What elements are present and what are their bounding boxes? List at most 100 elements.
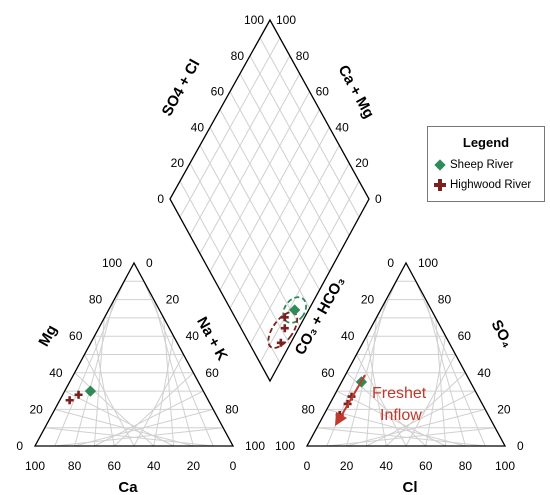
- grid-line: [356, 354, 407, 447]
- tick-label: 60: [108, 459, 122, 473]
- tick-label: 60: [419, 459, 433, 473]
- tick-label: 20: [497, 402, 511, 416]
- tick-label: 20: [187, 459, 201, 473]
- tick-label: 60: [211, 85, 225, 99]
- grid-line: [199, 73, 301, 254]
- tick-label: 0: [304, 459, 311, 473]
- tick-label: 40: [380, 459, 394, 473]
- grid-line: [64, 390, 174, 447]
- freshet-arrowhead: [335, 412, 347, 426]
- grid-line: [54, 408, 194, 447]
- highwood-river-point: [276, 338, 285, 347]
- grid-line: [163, 317, 175, 447]
- tick-label: 80: [301, 402, 315, 416]
- tick-label: 40: [147, 459, 161, 473]
- grid-line: [425, 336, 447, 447]
- tick-label: 40: [49, 366, 63, 380]
- highwood-river-point: [280, 324, 289, 333]
- grid-line: [153, 336, 175, 447]
- anion-triangle-frame: [305, 261, 507, 447]
- axis-title-so4: SO₄: [488, 317, 517, 350]
- tick-label: 80: [296, 49, 310, 63]
- grid-line: [326, 408, 466, 447]
- tick-label: 60: [458, 329, 472, 343]
- tick-label: 20: [171, 156, 185, 170]
- tick-label: 100: [102, 256, 122, 270]
- grid-line: [435, 317, 447, 447]
- legend-item-sheep-river: Sheep River: [434, 157, 513, 173]
- tick-label: 100: [25, 459, 45, 473]
- tick-label: 40: [477, 366, 491, 380]
- tick-label: 60: [316, 85, 330, 99]
- tick-label: 100: [418, 256, 438, 270]
- grid-line: [239, 73, 340, 254]
- grid-line: [336, 390, 446, 447]
- tick-label: 40: [335, 120, 349, 134]
- tick-label: 80: [225, 402, 239, 416]
- grid-line: [84, 354, 135, 447]
- highwood-river-point: [280, 313, 289, 322]
- grid-line: [153, 299, 194, 447]
- legend: Legend Sheep River Highwood River: [427, 126, 545, 202]
- grid-line: [44, 427, 214, 447]
- group-ellipse: [282, 296, 308, 324]
- grid-line: [209, 91, 311, 273]
- tick-label: 0: [157, 192, 164, 206]
- plot-frames: [33, 18, 507, 447]
- annotation-line-2: Inflow: [380, 407, 422, 424]
- tick-label: 40: [341, 329, 355, 343]
- tick-label: 0: [517, 439, 524, 453]
- sheep-river-point: [84, 385, 97, 397]
- tick-label: 0: [387, 256, 394, 270]
- tick-label: 100: [244, 13, 264, 27]
- diamond-frame: [169, 18, 370, 383]
- tick-label: 0: [375, 192, 382, 206]
- tick-label: 80: [89, 293, 103, 307]
- grid-line: [249, 55, 350, 236]
- legend-label: Highwood River: [450, 179, 532, 191]
- highwood-river-point: [74, 390, 83, 399]
- annotation-line-1: Freshet: [372, 385, 427, 402]
- freshet-arrow: [339, 374, 366, 419]
- axis-title-cl: Cl: [403, 479, 418, 495]
- tick-label: 100: [495, 459, 515, 473]
- freshet-annotation: Freshet Inflow: [335, 374, 427, 426]
- axis-title-so4-cl: SO4 + Cl: [159, 57, 204, 120]
- tick-label: 60: [69, 329, 83, 343]
- grid-line: [415, 281, 486, 447]
- grid-line: [189, 55, 291, 236]
- tick-label: 80: [68, 459, 82, 473]
- legend-title: Legend: [462, 135, 510, 150]
- tick-label: 20: [29, 402, 43, 416]
- tick-labels: 0002020204040406060608080801001001000002…: [16, 13, 524, 473]
- tick-label: 20: [355, 156, 369, 170]
- tick-label: 0: [230, 459, 237, 473]
- tick-label: 40: [186, 329, 200, 343]
- tick-label: 20: [166, 293, 180, 307]
- axis-title-ca-mg: Ca + Mg: [334, 62, 377, 121]
- axis-title-mg: Mg: [35, 322, 60, 349]
- tick-label: 100: [245, 439, 265, 453]
- tick-label: 40: [191, 120, 205, 134]
- grid-line: [143, 281, 214, 447]
- tick-label: 80: [459, 459, 473, 473]
- legend-label: Sheep River: [450, 159, 514, 171]
- grid-lines: [44, 37, 496, 447]
- highwood-river-point: [65, 396, 74, 405]
- tick-label: 60: [321, 366, 335, 380]
- tick-label: 20: [361, 293, 375, 307]
- tick-label: 0: [146, 256, 153, 270]
- grid-line: [259, 37, 360, 218]
- tick-label: 100: [275, 439, 295, 453]
- tick-label: 100: [276, 13, 296, 27]
- tick-label: 60: [205, 366, 219, 380]
- sheep-river-point: [289, 304, 301, 316]
- tick-label: 0: [16, 439, 23, 453]
- grid-line: [229, 91, 330, 273]
- diamond-marker-icon: [434, 159, 446, 171]
- grid-line: [425, 299, 466, 447]
- axis-title-co3-hco3: CO₃ + HCO₃: [292, 274, 349, 358]
- tick-label: 20: [340, 459, 354, 473]
- grid-line: [316, 427, 486, 447]
